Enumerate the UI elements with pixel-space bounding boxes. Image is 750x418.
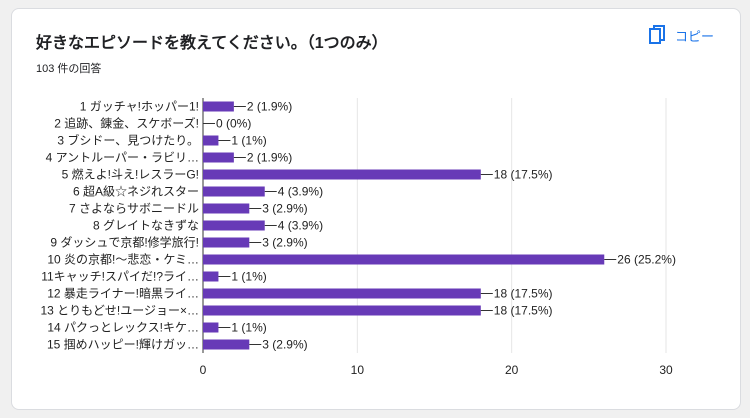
bar bbox=[203, 305, 481, 316]
copy-label: コピー bbox=[675, 28, 715, 44]
bar bbox=[203, 220, 265, 231]
data-label: 4 (3.9%) bbox=[278, 219, 323, 233]
copy-button[interactable]: コピー bbox=[649, 25, 714, 45]
data-label: 2 (1.9%) bbox=[247, 151, 292, 165]
bar bbox=[203, 237, 250, 248]
category-label: 5 燃えよ!斗え!レスラーG! bbox=[62, 167, 199, 182]
bar bbox=[203, 135, 219, 146]
question-card: 好きなエピソードを教えてください。（1つのみ） 103 件の回答 コピー bbox=[11, 8, 741, 410]
category-label: 6 超A級☆ネジれスター bbox=[73, 184, 199, 199]
category-label: 12 暴走ライナー!暗黒ライ… bbox=[47, 286, 199, 301]
category-label: 3 ブシドー、見つけたり。 bbox=[57, 133, 199, 148]
data-label: 18 (17.5%) bbox=[494, 168, 553, 182]
category-label: 8 グレイトなきずな bbox=[93, 219, 199, 233]
bar bbox=[203, 254, 605, 265]
data-label: 1 (1%) bbox=[231, 321, 266, 335]
question-title: 好きなエピソードを教えてください。（1つのみ） bbox=[36, 35, 388, 52]
bar bbox=[203, 203, 250, 214]
category-label: 4 アントルーパー・ラビリ… bbox=[46, 151, 199, 165]
response-count: 103 件の回答 bbox=[36, 63, 102, 75]
copy-icon bbox=[649, 25, 665, 44]
category-label: 1 ガッチャ!ホッパー1! bbox=[80, 100, 199, 114]
data-label: 18 (17.5%) bbox=[494, 304, 553, 318]
bar bbox=[203, 271, 219, 282]
data-label: 4 (3.9%) bbox=[278, 185, 323, 199]
data-label: 18 (17.5%) bbox=[494, 287, 553, 301]
data-label: 3 (2.9%) bbox=[262, 338, 307, 352]
bar bbox=[203, 101, 234, 112]
data-label: 3 (2.9%) bbox=[262, 236, 307, 250]
data-label: 0 (0%) bbox=[216, 117, 251, 131]
bar bbox=[203, 339, 250, 350]
x-tick-label: 30 bbox=[659, 363, 673, 377]
data-label: 3 (2.9%) bbox=[262, 202, 307, 216]
x-tick-label: 10 bbox=[351, 363, 365, 377]
bar bbox=[203, 288, 481, 299]
category-label: 13 とりもどせ!ユージョー×… bbox=[40, 304, 199, 318]
category-label: 2 追跡、錬金、スケボーズ! bbox=[54, 116, 199, 131]
category-label: 11キャッチ!スパイだ!?ライ… bbox=[41, 270, 199, 284]
category-label: 7 さよならサボニードル bbox=[69, 202, 199, 216]
category-label: 10 炎の京都!〜悲恋・ケミ… bbox=[47, 252, 199, 267]
category-label: 15 掴めハッピー!輝けガッ… bbox=[47, 338, 199, 352]
bar bbox=[203, 152, 234, 163]
bar bbox=[203, 322, 219, 333]
category-label: 9 ダッシュで京都!修学旅行! bbox=[50, 235, 199, 250]
x-tick-label: 0 bbox=[200, 363, 207, 377]
bar bbox=[203, 186, 265, 197]
data-label: 1 (1%) bbox=[231, 270, 266, 284]
data-label: 2 (1.9%) bbox=[247, 100, 292, 114]
bar bbox=[203, 169, 481, 180]
data-label: 26 (25.2%) bbox=[617, 253, 676, 267]
data-label: 1 (1%) bbox=[231, 134, 266, 148]
category-label: 14 パクっとレックス!キケ… bbox=[47, 321, 199, 335]
x-tick-label: 20 bbox=[505, 363, 519, 377]
